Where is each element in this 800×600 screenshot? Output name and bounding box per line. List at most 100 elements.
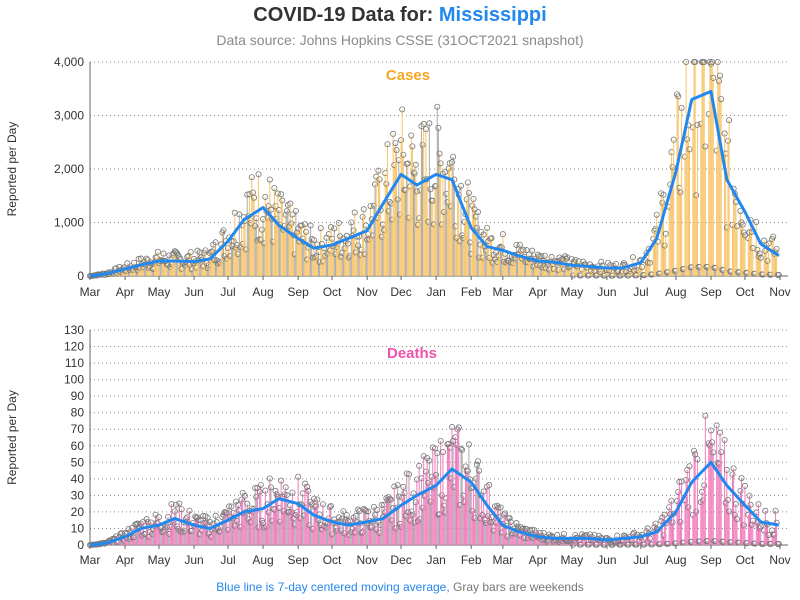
deaths-daily-point <box>666 504 673 511</box>
cases-daily-point <box>534 251 541 258</box>
deaths-daily-point <box>529 526 536 533</box>
deaths-daily-point <box>770 531 777 538</box>
deaths-daily-point <box>279 493 286 500</box>
cases-daily-point <box>237 244 244 251</box>
cases-daily-point <box>570 272 577 279</box>
cases-daily-point <box>253 215 260 222</box>
deaths-daily-point <box>663 540 670 547</box>
deaths-daily-point <box>389 517 396 524</box>
deaths-y-tick-label: 120 <box>64 340 84 354</box>
deaths-daily-point <box>486 482 493 489</box>
cases-daily-point <box>317 225 324 232</box>
deaths-daily-point <box>254 484 261 491</box>
deaths-daily-point <box>511 525 518 532</box>
cases-daily-point <box>275 207 282 214</box>
cases-daily-point <box>438 221 445 228</box>
cases-daily-point <box>247 220 254 227</box>
deaths-daily-point <box>383 495 390 502</box>
cases-daily-point <box>286 223 293 230</box>
deaths-daily-point <box>498 529 505 536</box>
deaths-daily-point <box>594 536 601 543</box>
deaths-daily-point <box>205 530 212 537</box>
deaths-y-axis-label: Reported per Day <box>5 390 19 485</box>
deaths-daily-point <box>637 534 644 541</box>
deaths-daily-point <box>148 519 155 526</box>
deaths-daily-point <box>303 504 310 511</box>
deaths-daily-point <box>145 533 152 540</box>
deaths-daily-point <box>89 541 96 548</box>
cases-daily-point <box>117 269 124 276</box>
cases-daily-point <box>580 258 587 265</box>
deaths-daily-point <box>293 509 300 516</box>
deaths-daily-point <box>325 515 332 522</box>
deaths-daily-point <box>241 492 248 499</box>
deaths-daily-point <box>640 541 647 548</box>
cases-daily-point <box>513 241 520 248</box>
deaths-daily-point <box>460 492 467 499</box>
deaths-daily-point <box>335 514 342 521</box>
deaths-y-tick-label: 80 <box>71 406 85 420</box>
deaths-daily-point <box>272 487 279 494</box>
cases-daily-point <box>590 264 597 271</box>
cases-daily-point <box>709 59 716 66</box>
cases-daily-point <box>654 238 661 245</box>
deaths-y-tick-label: 0 <box>77 538 84 552</box>
cases-daily-point <box>367 203 374 210</box>
deaths-daily-point <box>312 503 319 510</box>
cases-daily-point <box>689 124 696 131</box>
cases-daily-point <box>378 233 385 240</box>
cases-daily-point <box>499 231 506 238</box>
deaths-daily-point <box>692 451 699 458</box>
cases-daily-point <box>123 268 130 275</box>
cases-daily-point <box>514 251 521 258</box>
cases-daily-point <box>218 241 225 248</box>
deaths-y-tick-label: 110 <box>65 356 84 370</box>
deaths-daily-point <box>517 524 524 531</box>
deaths-daily-point <box>649 541 656 548</box>
cases-daily-point <box>615 268 622 275</box>
deaths-daily-point <box>756 525 763 532</box>
cases-daily-point <box>106 271 113 278</box>
deaths-daily-point <box>450 437 457 444</box>
cases-daily-point <box>308 235 315 242</box>
deaths-daily-point <box>278 477 285 484</box>
cases-daily-point <box>505 257 512 264</box>
deaths-daily-point <box>597 537 604 544</box>
cases-daily-point <box>290 232 297 239</box>
deaths-daily-point <box>562 536 569 543</box>
deaths-daily-point <box>347 517 354 524</box>
cases-daily-point <box>157 258 164 265</box>
deaths-daily-point <box>404 509 411 516</box>
deaths-daily-point <box>178 506 185 513</box>
deaths-daily-point <box>198 527 205 534</box>
deaths-daily-point <box>357 520 364 527</box>
cases-daily-point <box>142 261 149 268</box>
deaths-daily-point <box>434 450 441 457</box>
cases-daily-point <box>356 233 363 240</box>
cases-daily-point <box>325 231 332 238</box>
cases-daily-point <box>494 258 501 265</box>
deaths-y-tick-label: 130 <box>64 323 84 337</box>
cases-daily-point <box>326 247 333 254</box>
cases-daily-point <box>609 272 616 279</box>
cases-daily-point <box>506 252 513 259</box>
cases-daily-point <box>517 247 524 254</box>
deaths-daily-point <box>570 541 577 548</box>
deaths-daily-point <box>400 483 407 490</box>
cases-daily-point <box>462 211 469 218</box>
deaths-daily-point <box>505 515 512 522</box>
cases-daily-point <box>213 257 220 264</box>
cases-daily-point <box>560 266 567 273</box>
deaths-daily-point <box>550 538 557 545</box>
deaths-daily-point <box>169 519 176 526</box>
deaths-daily-point <box>386 496 393 503</box>
cases-daily-point <box>409 143 416 150</box>
cases-daily-point <box>566 263 573 270</box>
cases-daily-point <box>128 265 135 272</box>
deaths-daily-point <box>667 511 674 518</box>
cases-daily-point <box>446 160 453 167</box>
cases-daily-point <box>309 254 316 261</box>
cases-x-tick-label: May <box>148 285 171 299</box>
deaths-daily-point <box>137 520 144 527</box>
